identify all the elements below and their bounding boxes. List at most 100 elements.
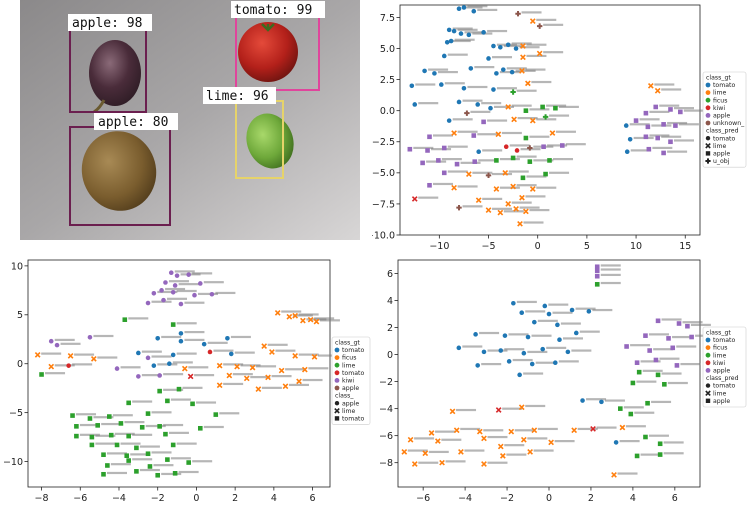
data-point (525, 80, 531, 87)
data-point (454, 161, 460, 167)
data-point (645, 400, 650, 406)
point-annotation (527, 350, 548, 354)
data-point (225, 335, 230, 341)
data-point (243, 375, 250, 382)
data-point (495, 407, 502, 413)
point-annotation (128, 317, 149, 320)
data-point (420, 160, 425, 166)
point-annotation (508, 333, 529, 336)
data-point (624, 149, 630, 155)
x-tick-label: 15 (679, 241, 691, 252)
data-point (269, 349, 275, 355)
data-point (446, 118, 452, 123)
point-annotation (663, 452, 684, 455)
data-point (170, 442, 176, 448)
data-point (491, 87, 496, 92)
legend-label: ficus (342, 355, 356, 362)
data-point (546, 311, 552, 317)
point-annotation (112, 414, 133, 417)
x-tick-label: 2 (588, 493, 594, 504)
x-tick-label: −8 (35, 493, 49, 504)
data-point (481, 349, 487, 355)
point-annotation (676, 345, 697, 348)
point-annotation (600, 273, 621, 277)
point-annotation (196, 401, 217, 404)
data-point (634, 453, 640, 459)
point-annotation (163, 388, 184, 391)
x-tick-label: −2 (500, 493, 514, 504)
data-point (518, 404, 525, 411)
point-annotation (678, 123, 699, 126)
data-point (134, 469, 139, 474)
legend: class_gttomatoficuslimetomatokiwiapplecl… (331, 336, 371, 425)
x-tick-label: −6 (416, 493, 430, 504)
legend-label: apple (713, 398, 730, 405)
point-annotation (250, 375, 271, 379)
data-point (599, 399, 604, 405)
data-point (274, 309, 281, 316)
point-annotation (600, 281, 621, 285)
data-point (531, 427, 538, 434)
point-annotation (529, 135, 550, 138)
data-point (511, 300, 516, 306)
data-point (552, 360, 558, 365)
data-point (475, 102, 481, 107)
data-point (520, 43, 526, 49)
data-point (54, 342, 60, 348)
point-annotation (477, 133, 498, 136)
point-annotation (203, 425, 224, 429)
point-annotation (167, 297, 188, 300)
data-point (216, 382, 223, 389)
point-annotation (502, 407, 523, 410)
data-point (89, 434, 95, 440)
data-point (643, 110, 649, 116)
data-point (427, 182, 432, 188)
data-point (476, 428, 483, 435)
legend-label: kiwi (713, 105, 725, 112)
data-point (499, 453, 506, 459)
point-annotation (450, 39, 471, 43)
data-point (653, 357, 659, 363)
data-point (126, 433, 131, 439)
legend-label: tomato (713, 82, 735, 89)
point-annotation (663, 441, 684, 444)
data-point (618, 406, 623, 411)
data-point (657, 441, 663, 447)
data-point (509, 69, 515, 75)
point-annotation (157, 290, 178, 294)
point-annotation (418, 461, 439, 464)
y-tick-label: −10 (3, 457, 23, 468)
data-point (165, 457, 170, 462)
point-annotation (54, 364, 75, 367)
point-annotation (120, 442, 141, 445)
data-point (101, 471, 106, 477)
data-point (151, 290, 157, 296)
data-point (458, 449, 464, 455)
data-point (163, 280, 168, 285)
data-point (510, 89, 516, 95)
point-annotation (139, 468, 160, 472)
data-point (157, 373, 162, 378)
point-annotation (526, 175, 547, 178)
y-tick-label: −5.0 (372, 168, 395, 179)
data-point (157, 388, 162, 394)
point-annotation (558, 105, 579, 108)
point-annotation (543, 23, 564, 26)
data-point (497, 443, 504, 450)
data-point (407, 146, 413, 152)
point-annotation (234, 351, 255, 354)
point-annotation (232, 373, 253, 376)
point-annotation (634, 411, 655, 414)
data-points (407, 5, 704, 227)
data-point (307, 316, 314, 323)
point-annotation (592, 308, 613, 312)
data-point (471, 8, 477, 14)
point-annotation (194, 374, 215, 377)
data-point (527, 145, 533, 151)
data-point (475, 363, 480, 368)
y-tick-label: −4 (379, 404, 393, 415)
data-point (456, 345, 462, 351)
point-annotation (596, 426, 617, 429)
point-annotation (132, 400, 153, 403)
data-point (543, 171, 548, 177)
